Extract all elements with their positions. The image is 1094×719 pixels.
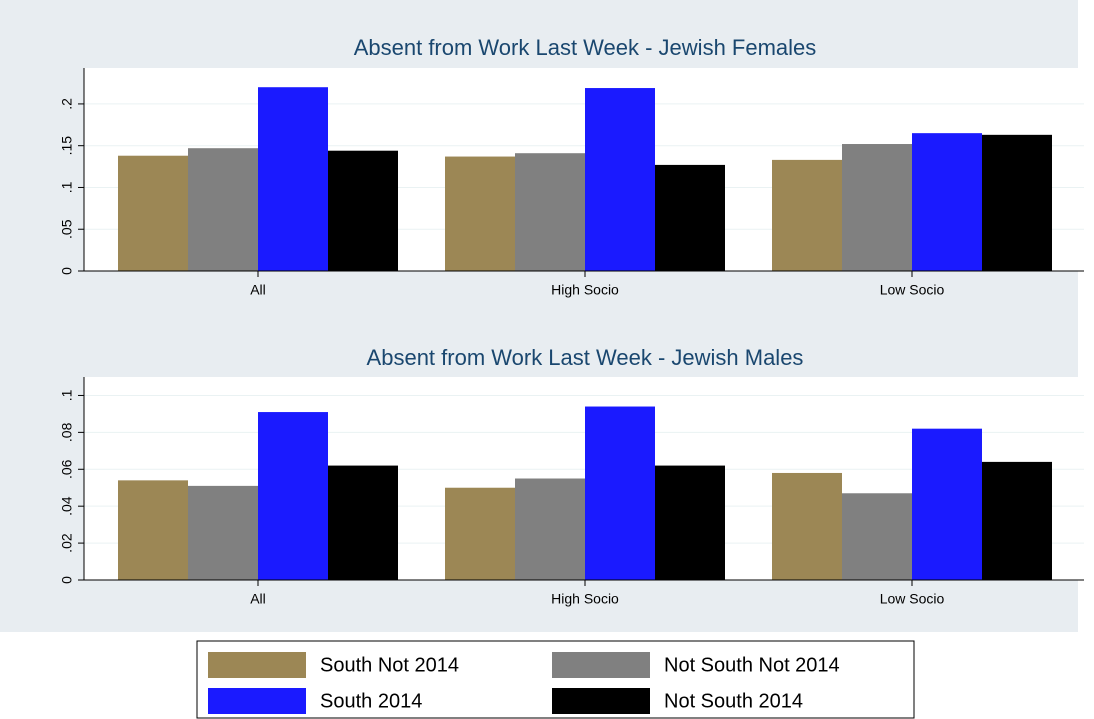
y-tick-label: .1 [59,389,75,401]
bar [585,406,655,580]
bar [655,465,725,580]
legend-swatch [552,688,650,714]
x-tick-label: High Socio [551,591,619,607]
bar [515,478,585,580]
bar [772,472,842,580]
bar [258,87,328,271]
y-tick-label: .08 [59,422,75,442]
x-tick-label: Low Socio [880,591,945,607]
bar [842,144,912,271]
bar [118,480,188,580]
bar [515,153,585,271]
x-tick-label: High Socio [551,282,619,298]
bar [585,88,655,272]
y-tick-label: .15 [59,136,75,156]
bar [772,159,842,271]
bar [188,148,258,271]
bar [328,465,398,580]
bar [982,461,1052,580]
y-tick-label: 0 [59,267,75,275]
chart-title: Absent from Work Last Week - Jewish Fema… [354,35,817,60]
x-tick-label: Low Socio [880,282,945,298]
y-tick-label: 0 [59,576,75,584]
bar [118,155,188,271]
y-tick-label: .02 [59,533,75,553]
bar [445,487,515,580]
bar [655,164,725,271]
x-tick-label: All [250,591,266,607]
bar [912,428,982,580]
bar [328,150,398,271]
y-tick-label: .2 [59,98,75,110]
bar [982,134,1052,271]
bar [258,412,328,580]
bar [445,156,515,271]
x-tick-label: All [250,282,266,298]
legend-label: South Not 2014 [320,654,459,676]
legend-swatch [552,652,650,678]
chart-title: Absent from Work Last Week - Jewish Male… [367,345,804,370]
legend-swatch [208,652,306,678]
y-tick-label: .05 [59,219,75,239]
legend-label: Not South 2014 [664,690,803,712]
y-tick-label: .06 [59,459,75,479]
bar [188,485,258,580]
bar [842,493,912,580]
legend-label: Not South Not 2014 [664,654,840,676]
legend-swatch [208,688,306,714]
y-tick-label: .1 [59,181,75,193]
y-tick-label: .04 [59,496,75,516]
bar [912,133,982,271]
legend-label: South 2014 [320,690,422,712]
